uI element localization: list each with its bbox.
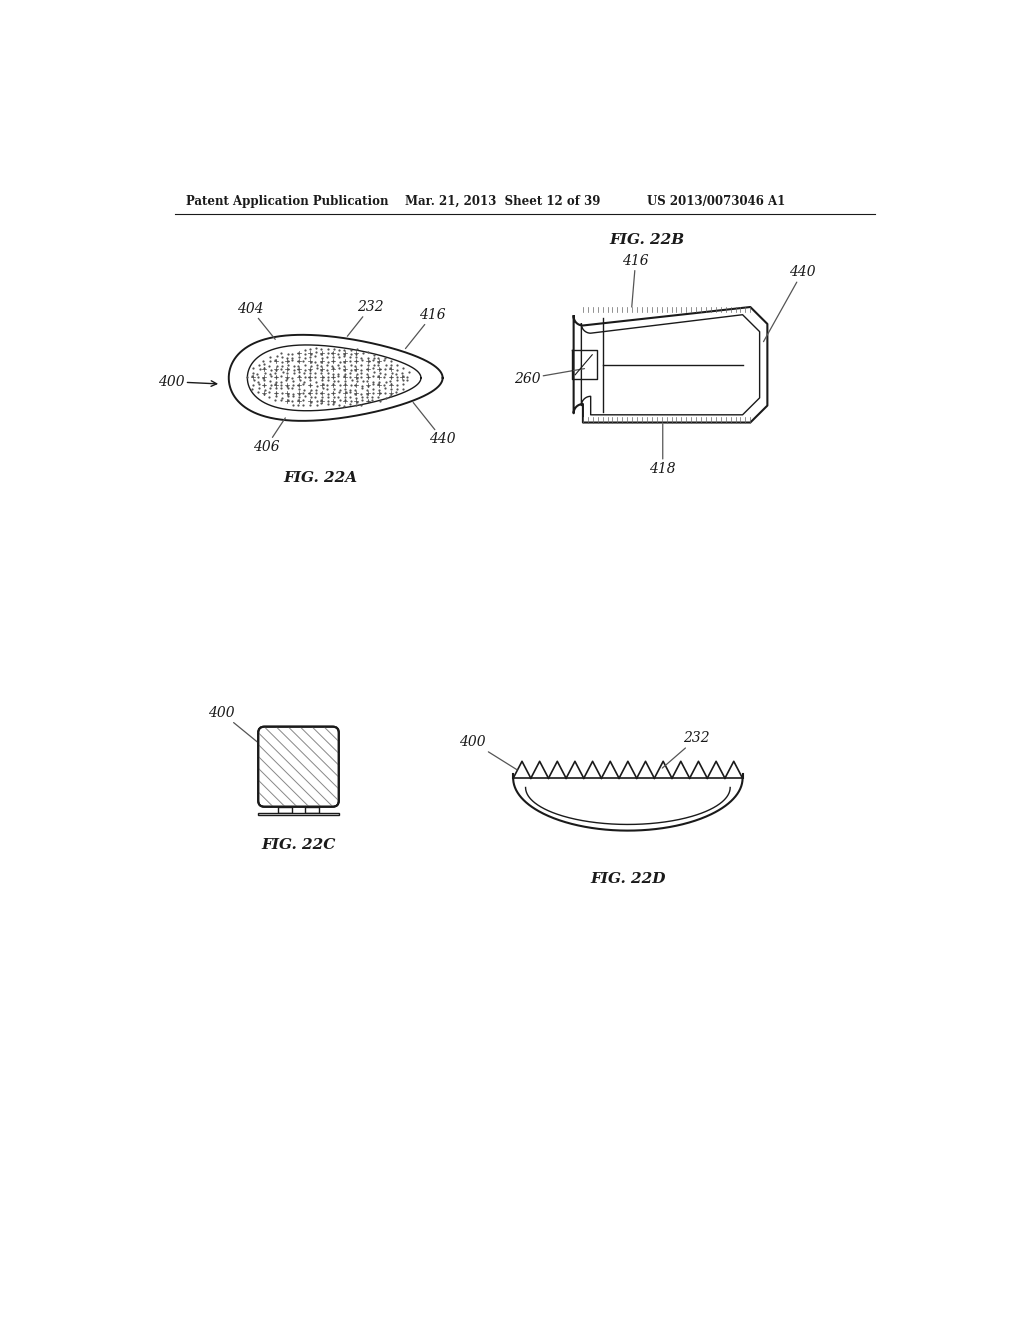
Text: FIG. 22B: FIG. 22B <box>609 232 685 247</box>
Text: 404: 404 <box>238 301 275 339</box>
Text: 406: 406 <box>253 418 286 454</box>
Bar <box>278 807 292 813</box>
Text: 418: 418 <box>649 424 676 475</box>
Text: 232: 232 <box>663 731 710 768</box>
Text: 440: 440 <box>414 403 456 446</box>
Text: 440: 440 <box>764 265 815 342</box>
Text: Mar. 21, 2013  Sheet 12 of 39: Mar. 21, 2013 Sheet 12 of 39 <box>406 194 601 207</box>
Text: 400: 400 <box>208 706 258 743</box>
Text: 416: 416 <box>623 253 649 308</box>
Text: 400: 400 <box>460 735 517 770</box>
Text: FIG. 22C: FIG. 22C <box>261 838 336 853</box>
Text: 232: 232 <box>347 300 384 337</box>
Bar <box>305 807 319 813</box>
Text: 416: 416 <box>406 308 445 348</box>
Text: FIG. 22D: FIG. 22D <box>590 873 666 886</box>
Text: US 2013/0073046 A1: US 2013/0073046 A1 <box>647 194 785 207</box>
Text: 260: 260 <box>514 368 585 385</box>
Text: Patent Application Publication: Patent Application Publication <box>186 194 389 207</box>
Text: 400: 400 <box>158 375 217 388</box>
Text: FIG. 22A: FIG. 22A <box>284 471 357 484</box>
Bar <box>258 813 339 816</box>
FancyBboxPatch shape <box>258 726 339 807</box>
